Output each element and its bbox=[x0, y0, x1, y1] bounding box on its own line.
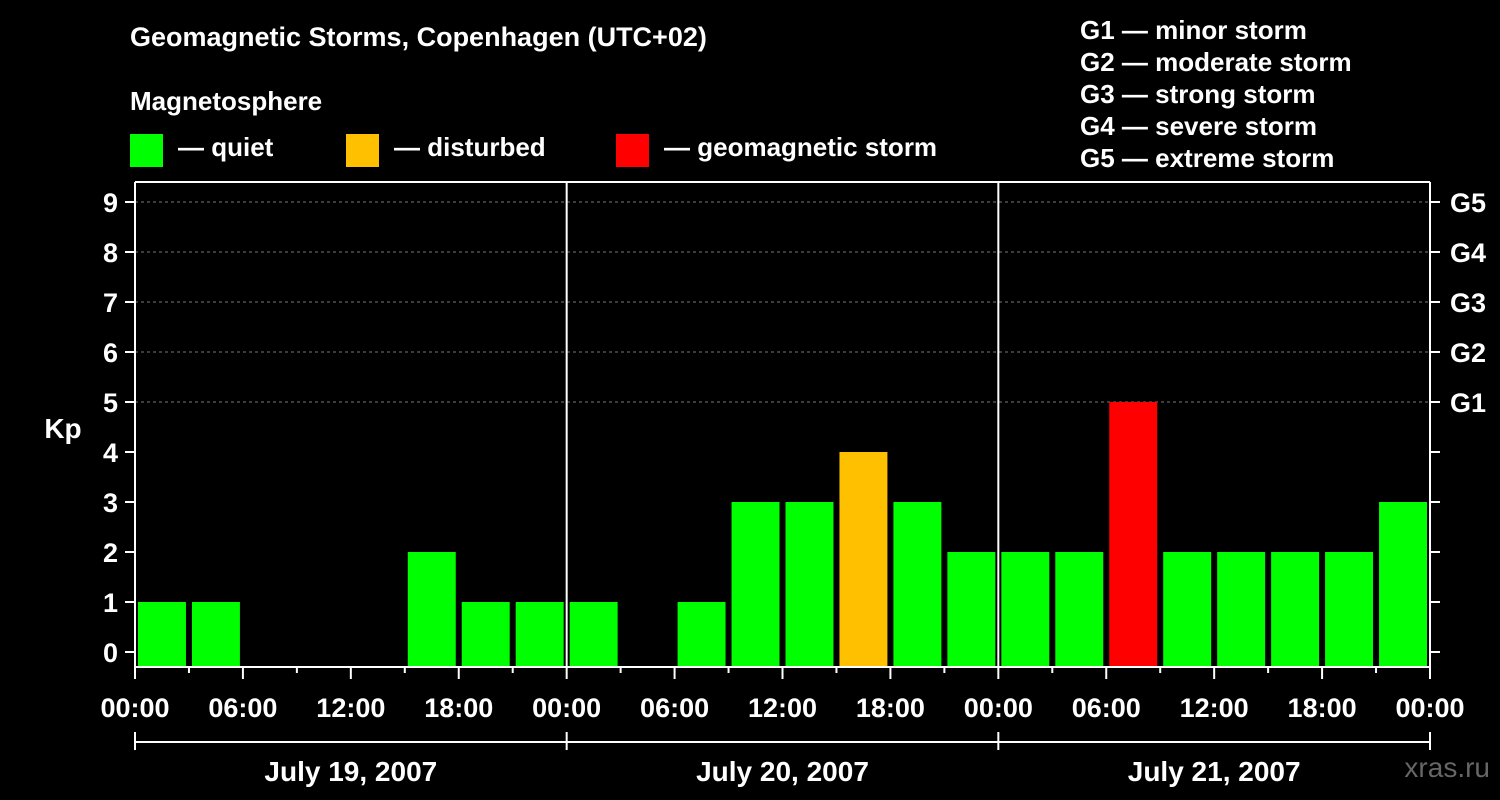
g-scale-item: G3 — strong storm bbox=[1080, 79, 1316, 109]
legend-swatch-quiet bbox=[130, 134, 163, 167]
kp-bar bbox=[191, 602, 240, 667]
g-level-label: G4 bbox=[1450, 238, 1486, 268]
x-tick-label: 18:00 bbox=[1288, 693, 1357, 723]
kp-bar bbox=[1163, 552, 1212, 667]
legend-swatch-disturbed bbox=[346, 134, 379, 167]
legend-label-storm: — geomagnetic storm bbox=[664, 132, 938, 162]
kp-bar bbox=[1217, 552, 1266, 667]
kp-bar bbox=[731, 502, 780, 667]
axes-layer bbox=[125, 181, 1440, 750]
y-tick-label: 0 bbox=[103, 638, 118, 668]
x-tick-label: 12:00 bbox=[316, 693, 385, 723]
kp-bar bbox=[1271, 552, 1320, 667]
y-tick-label: 5 bbox=[103, 388, 118, 418]
y-tick-label: 9 bbox=[103, 188, 118, 218]
kp-bar bbox=[839, 452, 888, 667]
g-scale-legend: G1 — minor storm G2 — moderate storm G3 … bbox=[1080, 14, 1352, 174]
y-tick-label: 1 bbox=[103, 588, 118, 618]
x-tick-label: 00:00 bbox=[1395, 693, 1464, 723]
day-label: July 20, 2007 bbox=[696, 756, 869, 787]
x-tick-label: 06:00 bbox=[1072, 693, 1141, 723]
y-tick-label: 2 bbox=[103, 538, 118, 568]
legend-label-disturbed: — disturbed bbox=[394, 132, 546, 162]
y-tick-label: 4 bbox=[103, 438, 118, 468]
g-scale-item: G4 — severe storm bbox=[1080, 111, 1318, 141]
day-label: July 19, 2007 bbox=[264, 756, 437, 787]
g-level-label: G3 bbox=[1450, 288, 1486, 318]
day-label: July 21, 2007 bbox=[1128, 756, 1301, 787]
kp-bar bbox=[1001, 552, 1050, 667]
y-axis-label: Kp bbox=[44, 413, 81, 444]
g-level-label: G1 bbox=[1450, 388, 1486, 418]
x-tick-label: 18:00 bbox=[424, 693, 493, 723]
x-tick-label: 00:00 bbox=[964, 693, 1033, 723]
g-level-label: G5 bbox=[1450, 188, 1486, 218]
kp-bar bbox=[677, 602, 726, 667]
x-tick-label: 18:00 bbox=[856, 693, 925, 723]
grid-layer bbox=[135, 201, 1430, 403]
y-tick-label: 6 bbox=[103, 338, 118, 368]
kp-bar bbox=[1109, 402, 1158, 667]
g-level-label: G2 bbox=[1450, 338, 1486, 368]
y-tick-label: 3 bbox=[103, 488, 118, 518]
x-tick-label: 06:00 bbox=[640, 693, 709, 723]
kp-bar bbox=[569, 602, 618, 667]
kp-bar bbox=[1379, 502, 1427, 667]
legend-title: Magnetosphere bbox=[130, 86, 323, 116]
kp-bar bbox=[947, 552, 996, 667]
x-tick-label: 00:00 bbox=[100, 693, 169, 723]
g-scale-item: G5 — extreme storm bbox=[1080, 143, 1335, 173]
kp-bar bbox=[138, 602, 186, 667]
legend-label-quiet: — quiet bbox=[178, 132, 274, 162]
y-tick-label: 8 bbox=[103, 238, 118, 268]
chart-title: Geomagnetic Storms, Copenhagen (UTC+02) bbox=[130, 22, 707, 52]
x-tick-label: 00:00 bbox=[532, 693, 601, 723]
x-tick-label: 12:00 bbox=[748, 693, 817, 723]
g-scale-item: G2 — moderate storm bbox=[1080, 47, 1352, 77]
kp-bar bbox=[461, 602, 510, 667]
kp-bar bbox=[407, 552, 456, 667]
x-tick-label: 06:00 bbox=[208, 693, 277, 723]
kp-bar bbox=[785, 502, 834, 667]
labels-layer: 0 1 2 3 4 5 6 7 8 9 G1 G2 G3 G4 G5 00:00 06:00 12:00 18:00… bbox=[100, 188, 1486, 787]
legend-swatch-storm bbox=[616, 134, 649, 167]
kp-bar bbox=[1055, 552, 1104, 667]
x-tick-label: 12:00 bbox=[1180, 693, 1249, 723]
g-scale-item: G1 — minor storm bbox=[1080, 15, 1307, 45]
kp-bar bbox=[893, 502, 942, 667]
kp-bar bbox=[515, 602, 564, 667]
bars-layer bbox=[138, 402, 1427, 667]
watermark: xras.ru bbox=[1404, 752, 1490, 783]
kp-bar bbox=[1325, 552, 1374, 667]
y-tick-label: 7 bbox=[103, 288, 118, 318]
